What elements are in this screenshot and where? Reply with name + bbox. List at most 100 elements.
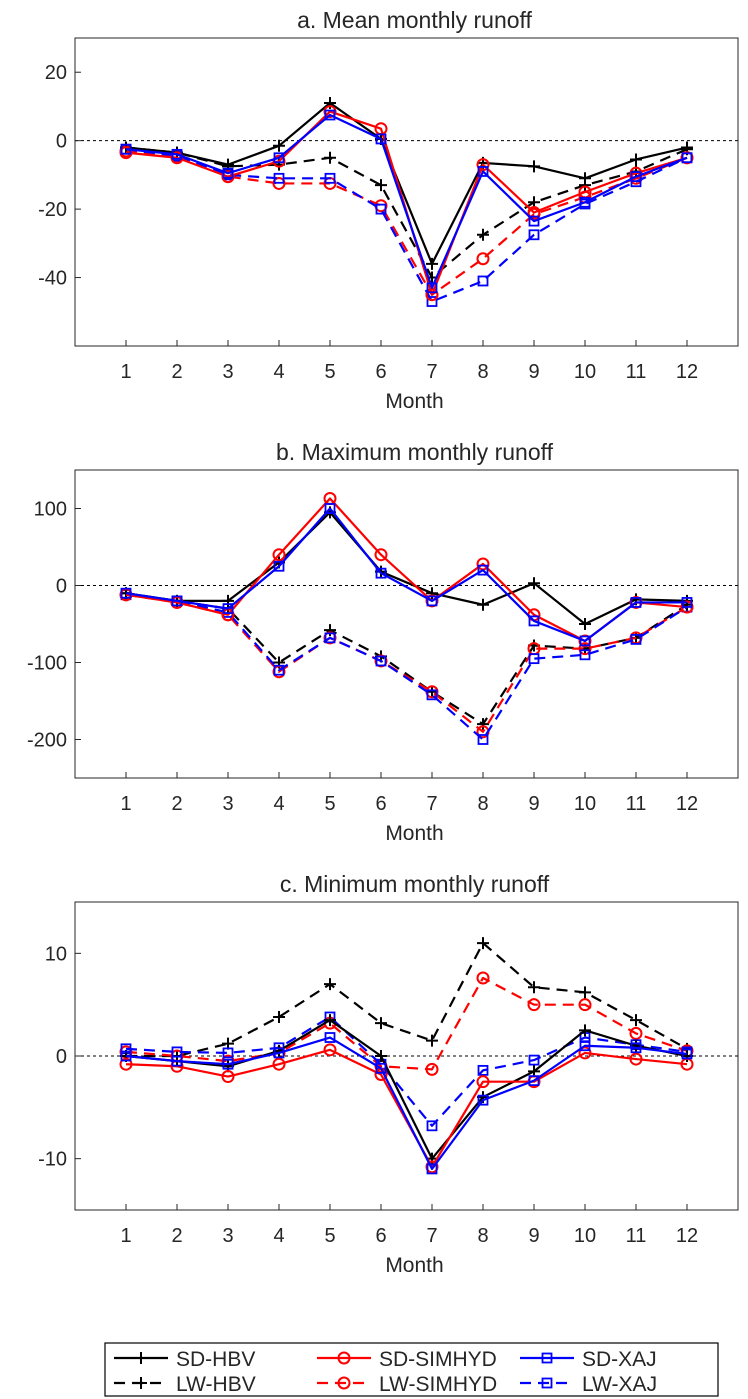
x-tick-label: 12 bbox=[676, 793, 698, 815]
data-point-lw-hbv bbox=[579, 986, 591, 999]
data-point-lw-xaj bbox=[426, 296, 438, 307]
legend-marker bbox=[337, 1351, 351, 1365]
data-point-lw-simhyd bbox=[272, 176, 286, 190]
data-point-sd-hbv bbox=[324, 1014, 336, 1027]
data-point-sd-simhyd bbox=[476, 158, 490, 172]
x-tick-label: 1 bbox=[120, 361, 131, 383]
data-point-sd-simhyd bbox=[221, 1070, 235, 1084]
x-tick-label: 11 bbox=[626, 361, 647, 383]
data-point-lw-xaj bbox=[477, 275, 489, 287]
legend-marker bbox=[337, 1376, 351, 1390]
data-point-sd-simhyd bbox=[527, 206, 541, 220]
x-tick-label: 8 bbox=[477, 1225, 488, 1247]
series-line-sd-xaj bbox=[125, 507, 687, 643]
data-point-sd-xaj bbox=[171, 1055, 183, 1067]
data-point-sd-xaj bbox=[171, 148, 183, 160]
x-tick-label: 2 bbox=[171, 793, 182, 815]
x-tick-label: 10 bbox=[574, 793, 596, 815]
data-point-lw-xaj bbox=[579, 649, 591, 661]
legend: SD-HBV SD-SIMHYD SD-XAJ LW-HBV LW-SIMHYD LW-X… bbox=[104, 1342, 719, 1397]
data-point-sd-hbv bbox=[528, 160, 540, 173]
series-sd-xaj bbox=[120, 109, 693, 294]
data-point-lw-simhyd bbox=[476, 971, 490, 985]
data-point-sd-xaj bbox=[630, 1042, 642, 1054]
x-tick-label: 2 bbox=[171, 1225, 182, 1247]
data-point-sd-hbv bbox=[579, 172, 591, 185]
x-tick-label: 11 bbox=[626, 793, 647, 815]
data-point-sd-xaj bbox=[222, 603, 234, 614]
data-point-lw-xaj bbox=[426, 689, 438, 701]
y-tick-label: -20 bbox=[38, 199, 67, 221]
data-point-sd-xaj bbox=[273, 1047, 285, 1059]
series-line-sd-hbv bbox=[125, 1018, 688, 1160]
legend-label: LW-HBV bbox=[176, 1373, 256, 1396]
data-point-sd-hbv bbox=[630, 153, 642, 166]
x-tick-label: 3 bbox=[222, 361, 233, 383]
data-point-lw-simhyd bbox=[527, 998, 541, 1012]
data-point-lw-simhyd bbox=[476, 252, 490, 266]
x-tick-label: 2 bbox=[171, 361, 182, 383]
y-tick-label: 0 bbox=[56, 1046, 67, 1068]
series-line-sd-xaj bbox=[125, 113, 688, 289]
data-point-sd-xaj bbox=[477, 166, 489, 177]
data-point-sd-simhyd bbox=[476, 1075, 490, 1089]
legend-label: LW-SIMHYD bbox=[379, 1373, 497, 1396]
data-point-sd-xaj bbox=[375, 1062, 387, 1074]
data-point-lw-hbv bbox=[477, 718, 489, 731]
data-point-lw-simhyd bbox=[578, 642, 592, 656]
data-point-lw-hbv bbox=[528, 981, 540, 994]
data-point-sd-xaj bbox=[681, 152, 693, 164]
data-point-sd-simhyd bbox=[578, 1046, 592, 1060]
data-point-sd-simhyd bbox=[119, 146, 133, 160]
legend-marker bbox=[541, 1352, 553, 1364]
x-tick-label: 8 bbox=[477, 361, 488, 383]
series-line-lw-hbv bbox=[126, 941, 688, 1058]
y-tick-label: -200 bbox=[27, 730, 67, 752]
data-point-sd-xaj bbox=[273, 560, 285, 572]
data-point-lw-xaj bbox=[273, 664, 285, 676]
data-point-lw-hbv bbox=[375, 1017, 387, 1030]
series-line-sd-hbv bbox=[125, 101, 688, 265]
series-line-lw-xaj bbox=[125, 1015, 688, 1127]
series-line-lw-xaj bbox=[125, 593, 688, 741]
data-point-lw-xaj bbox=[273, 172, 285, 184]
data-point-sd-simhyd bbox=[272, 548, 286, 562]
data-point-lw-xaj bbox=[324, 632, 336, 644]
panel-mean-monthly-runoff: 200-20-401 2 3 4 5 6 7 8 9 10 11 12a. Mean monthly … bbox=[38, 7, 739, 413]
data-point-lw-simhyd bbox=[425, 1062, 439, 1076]
x-tick-label: 3 bbox=[222, 793, 233, 815]
x-tick-label: 4 bbox=[273, 361, 284, 383]
data-point-sd-xaj bbox=[528, 1075, 540, 1087]
series-line-lw-simhyd bbox=[125, 976, 688, 1071]
data-point-sd-xaj bbox=[375, 567, 387, 579]
data-point-sd-xaj bbox=[120, 587, 132, 599]
x-tick-label: 8 bbox=[477, 793, 488, 815]
x-tick-label: 1 bbox=[120, 793, 131, 815]
data-point-lw-hbv bbox=[324, 978, 336, 991]
legend-item-sd-simhyd: SD-SIMHYD bbox=[317, 1348, 497, 1371]
data-point-sd-simhyd bbox=[629, 1052, 643, 1066]
plot-area bbox=[74, 469, 739, 779]
legend-item-lw-hbv: LW-HBV bbox=[114, 1373, 256, 1396]
series-sd-simhyd bbox=[119, 105, 694, 302]
data-point-sd-hbv bbox=[426, 257, 438, 270]
data-point-lw-hbv bbox=[375, 179, 387, 192]
x-tick-label: 6 bbox=[375, 1225, 386, 1247]
data-point-lw-xaj bbox=[375, 203, 387, 215]
chart-title: c. Minimum monthly runoff bbox=[280, 871, 550, 897]
data-point-sd-simhyd bbox=[221, 170, 235, 184]
series-line-sd-xaj bbox=[125, 1036, 688, 1171]
plot-area bbox=[74, 37, 739, 347]
series-line-lw-hbv bbox=[125, 146, 688, 279]
data-point-sd-xaj bbox=[681, 597, 693, 608]
y-tick-label: 0 bbox=[56, 576, 67, 598]
data-point-sd-xaj bbox=[120, 143, 132, 155]
data-point-sd-xaj bbox=[324, 503, 336, 514]
data-point-lw-hbv bbox=[477, 228, 489, 241]
data-point-lw-simhyd bbox=[578, 998, 592, 1012]
data-point-lw-simhyd bbox=[323, 631, 337, 645]
series-sd-xaj bbox=[120, 503, 693, 647]
data-point-sd-xaj bbox=[426, 595, 438, 607]
data-point-lw-hbv bbox=[426, 1034, 438, 1047]
